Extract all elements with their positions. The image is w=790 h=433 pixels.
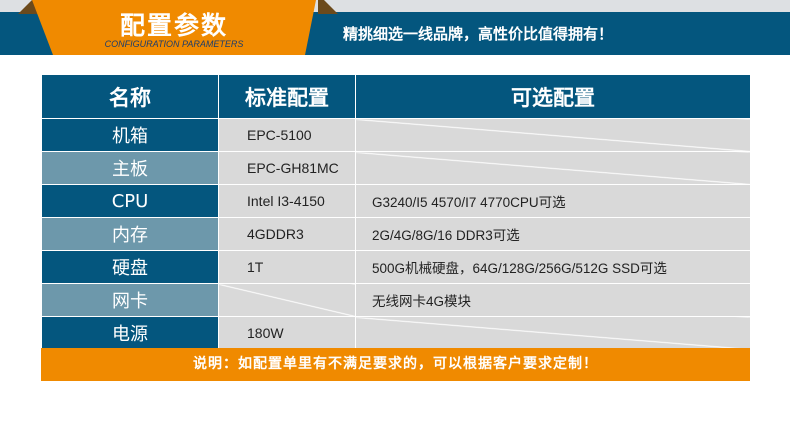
table-row: 硬盘 1T 500G机械硬盘，64G/128G/256G/512G SSD可选 xyxy=(41,250,751,284)
row-name: 内存 xyxy=(41,217,219,251)
table-row: 内存 4GDDR3 2G/4G/8G/16 DDR3可选 xyxy=(41,217,751,251)
slogan: 精挑细选一线品牌，高性价比值得拥有！ xyxy=(343,25,614,43)
table-header: 名称 标准配置 可选配置 xyxy=(41,74,751,119)
row-standard: 180W xyxy=(218,316,356,350)
row-optional: 无线网卡4G模块 xyxy=(355,283,751,317)
row-standard: 4GDDR3 xyxy=(218,217,356,251)
row-name: 主板 xyxy=(41,151,219,185)
row-name: CPU xyxy=(41,184,219,218)
col-optional: 可选配置 xyxy=(355,74,751,119)
col-standard: 标准配置 xyxy=(218,74,356,119)
table-row: 主板 EPC-GH81MC xyxy=(41,151,751,185)
table-row: 机箱 EPC-5100 xyxy=(41,118,751,152)
row-standard: EPC-GH81MC xyxy=(218,151,356,185)
title-ribbon xyxy=(32,0,316,55)
row-optional: G3240/I5 4570/I7 4770CPU可选 xyxy=(355,184,751,218)
config-table: 名称 标准配置 可选配置 机箱 EPC-5100 主板 EPC-GH81MC C… xyxy=(41,74,751,350)
table-row: 网卡 无线网卡4G模块 xyxy=(41,283,751,317)
row-optional-empty xyxy=(355,118,751,152)
row-name: 网卡 xyxy=(41,283,219,317)
row-standard: EPC-5100 xyxy=(218,118,356,152)
row-standard: 1T xyxy=(218,250,356,284)
col-name: 名称 xyxy=(41,74,219,119)
page-subtitle: CONFIGURATION PARAMETERS xyxy=(104,39,244,49)
row-name: 电源 xyxy=(41,316,219,350)
row-standard: Intel I3-4150 xyxy=(218,184,356,218)
row-optional: 500G机械硬盘，64G/128G/256G/512G SSD可选 xyxy=(355,250,751,284)
customization-note: 说明：如配置单里有不满足要求的，可以根据客户要求定制！ xyxy=(41,348,750,381)
row-name: 机箱 xyxy=(41,118,219,152)
row-name: 硬盘 xyxy=(41,250,219,284)
row-optional-empty xyxy=(355,316,751,350)
row-optional: 2G/4G/8G/16 DDR3可选 xyxy=(355,217,751,251)
table-row: CPU Intel I3-4150 G3240/I5 4570/I7 4770C… xyxy=(41,184,751,218)
table-row: 电源 180W xyxy=(41,316,751,350)
row-standard-empty xyxy=(218,283,356,317)
row-optional-empty xyxy=(355,151,751,185)
page-title: 配置参数 xyxy=(119,11,228,40)
